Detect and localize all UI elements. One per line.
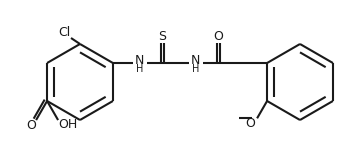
Text: N: N	[191, 55, 201, 67]
Text: N: N	[135, 55, 145, 67]
Text: OH: OH	[59, 118, 78, 131]
Text: O: O	[26, 118, 36, 132]
Text: O: O	[245, 117, 255, 130]
Text: S: S	[158, 30, 166, 43]
Text: H: H	[136, 64, 143, 74]
Text: Cl: Cl	[58, 25, 70, 39]
Text: H: H	[192, 64, 199, 74]
Text: O: O	[213, 30, 223, 43]
